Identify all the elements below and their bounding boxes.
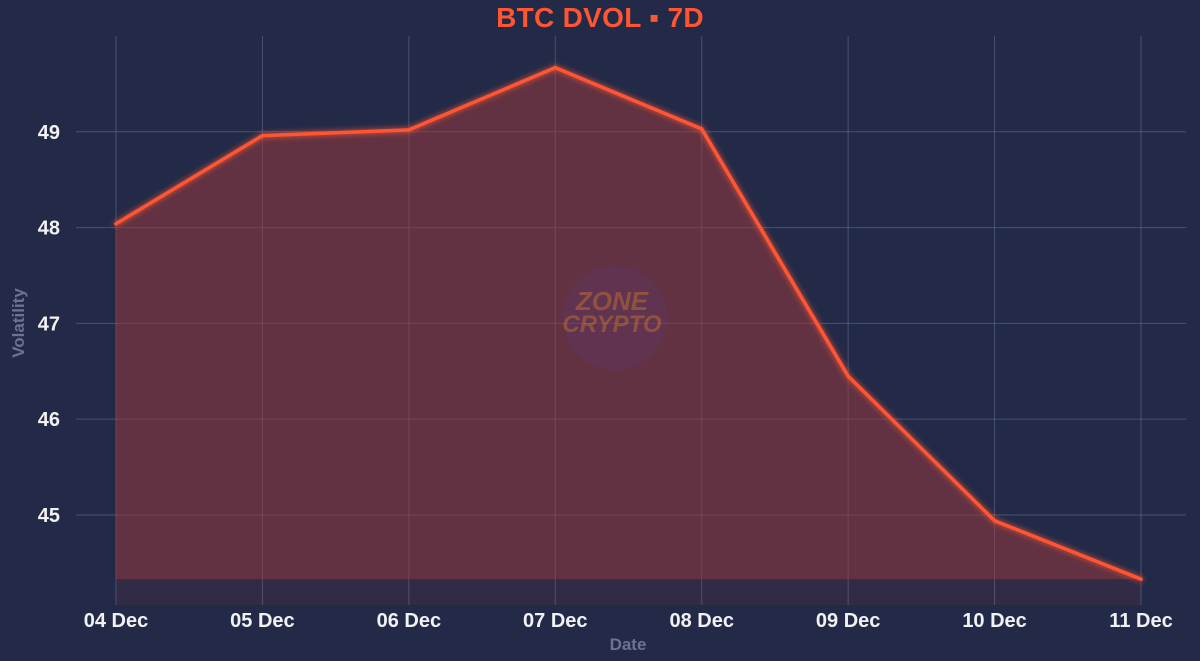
x-tick-label: 10 Dec [962, 610, 1027, 632]
y-tick-label: 47 [38, 313, 60, 335]
watermark-line1: ZONE [575, 286, 649, 316]
data-point-11-dec [1139, 577, 1143, 581]
data-point-07-dec [553, 65, 558, 70]
watermark-line2: CRYPTO [562, 311, 661, 338]
x-tick-label: 04 Dec [84, 610, 149, 632]
area-fill [116, 67, 1141, 580]
x-tick-label: 09 Dec [816, 610, 881, 632]
y-tick-label: 46 [38, 409, 60, 431]
data-point-06-dec [407, 128, 411, 132]
y-tick-label: 45 [38, 505, 60, 527]
x-tick-label: 07 Dec [523, 610, 588, 632]
x-axis-ticks: 04 Dec 05 Dec 06 Dec 07 Dec 08 Dec 09 Dec 10 D… [84, 610, 1173, 632]
y-tick-label: 49 [38, 122, 60, 144]
series-line [114, 65, 1143, 581]
chart-title: BTC DVOL ▪ 7D [496, 2, 704, 33]
x-tick-label: 11 Dec [1109, 610, 1172, 632]
data-point-09-dec [846, 374, 850, 378]
line-layer [114, 65, 1143, 581]
y-axis-ticks: 45 46 47 48 49 [38, 122, 60, 527]
y-axis-label: Volatility [9, 288, 28, 358]
data-point-10-dec [992, 518, 997, 523]
y-tick-label: 48 [38, 218, 60, 240]
watermark-logo: ZONE CRYPTO [562, 266, 667, 370]
x-tick-label: 05 Dec [230, 610, 295, 632]
x-tick-label: 06 Dec [377, 610, 442, 632]
watermark-globe-icon [563, 266, 667, 370]
x-axis-label: Date [610, 635, 647, 654]
area-layer [116, 67, 1141, 605]
data-point-08-dec [699, 127, 704, 131]
area-baseline-band [116, 579, 1141, 605]
data-point-04-dec [114, 221, 118, 226]
x-tick-label: 08 Dec [669, 610, 734, 632]
data-point-05-dec [260, 133, 265, 138]
